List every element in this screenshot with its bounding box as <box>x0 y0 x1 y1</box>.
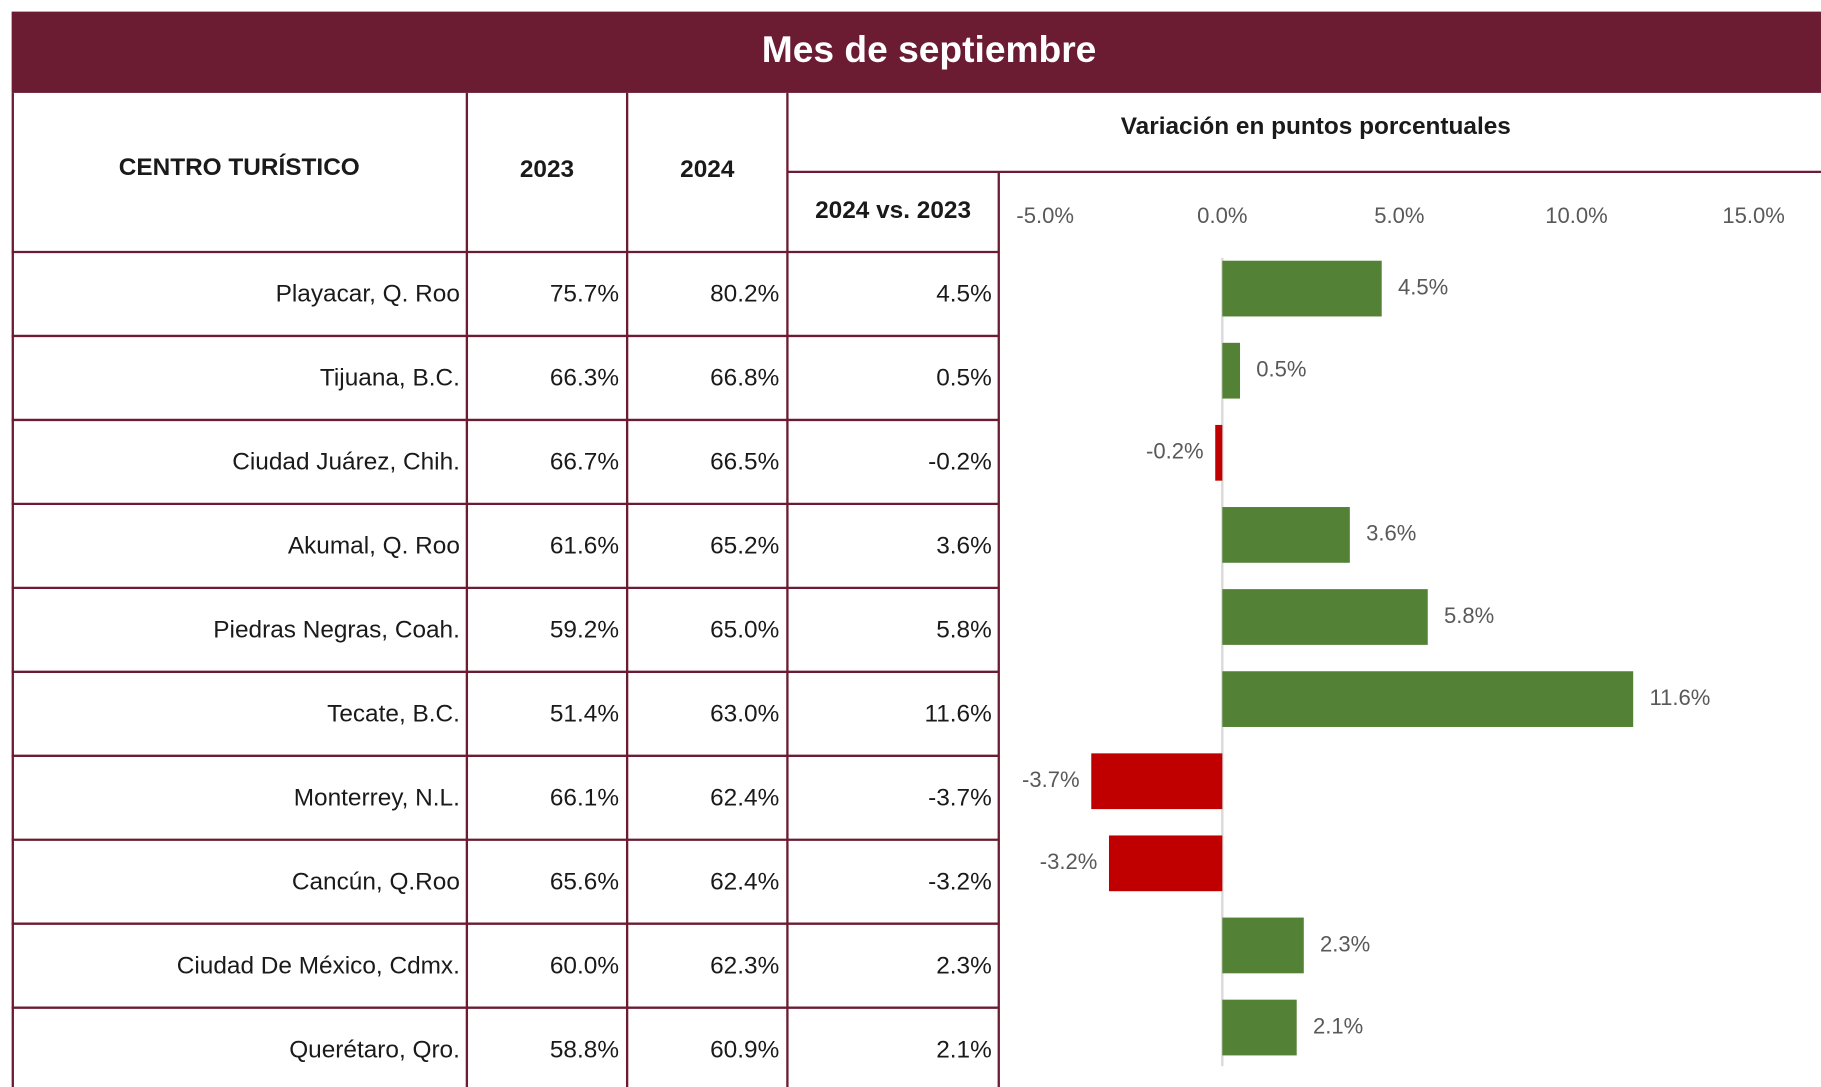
cell: 66.8% <box>710 365 779 392</box>
x-tick-label: -5.0% <box>1016 203 1074 228</box>
cell: 66.5% <box>710 449 779 476</box>
cell: 59.2% <box>550 616 619 643</box>
cell: 51.4% <box>550 700 619 727</box>
cell: 61.6% <box>550 532 619 559</box>
bar <box>1222 917 1304 974</box>
row-label: Ciudad Juárez, Chih. <box>232 449 460 476</box>
row-label: Cancún, Q.Roo <box>292 868 460 895</box>
cell: 3.6% <box>936 532 992 559</box>
row-label: Akumal, Q. Roo <box>288 532 460 559</box>
row-label: Ciudad De México, Cdmx. <box>177 952 460 979</box>
cell: 60.0% <box>550 952 619 979</box>
title: Mes de septiembre <box>762 28 1097 70</box>
bar <box>1222 507 1350 563</box>
value-label: 11.6% <box>1649 685 1710 710</box>
bar <box>1215 424 1223 481</box>
cell: 66.3% <box>550 365 619 392</box>
cell: 60.9% <box>710 1036 779 1063</box>
value-label: 3.6% <box>1366 521 1416 546</box>
cell: 5.8% <box>936 616 992 643</box>
header: 2023 <box>520 156 574 183</box>
header: CENTRO TURÍSTICO <box>119 153 360 181</box>
bar <box>1222 999 1297 1056</box>
value-label: 2.3% <box>1320 931 1370 956</box>
cell: 65.2% <box>710 532 779 559</box>
bar <box>1222 260 1382 317</box>
cell: 62.4% <box>710 868 779 895</box>
cell: 75.7% <box>550 281 619 308</box>
x-tick-label: 10.0% <box>1545 203 1608 228</box>
row-label: Tecate, B.C. <box>327 700 460 727</box>
cell: 65.6% <box>550 868 619 895</box>
bar <box>1222 671 1634 727</box>
cell: 58.8% <box>550 1036 619 1063</box>
cell: 80.2% <box>710 281 779 308</box>
x-tick-label: 5.0% <box>1374 203 1424 228</box>
value-label: 5.8% <box>1444 603 1494 628</box>
row-label: Tijuana, B.C. <box>320 365 460 392</box>
cell: 65.0% <box>710 616 779 643</box>
cell: -3.7% <box>928 784 992 811</box>
bar <box>1108 835 1223 892</box>
value-label: 0.5% <box>1256 357 1306 382</box>
value-label: 2.1% <box>1313 1013 1363 1038</box>
row-label: Piedras Negras, Coah. <box>213 616 460 643</box>
cell: 66.1% <box>550 784 619 811</box>
x-tick-label: 0.0% <box>1197 203 1247 228</box>
cell: 2.1% <box>936 1036 992 1063</box>
cell: 0.5% <box>936 365 992 392</box>
subheader: 2024 vs. 2023 <box>815 197 971 224</box>
title-band <box>11 11 1821 93</box>
cell: -3.2% <box>928 868 992 895</box>
row-label: Monterrey, N.L. <box>294 784 460 811</box>
bar <box>1222 589 1428 645</box>
bar <box>1222 342 1241 399</box>
row-label: Playacar, Q. Roo <box>276 281 460 308</box>
x-tick-label: 15.0% <box>1722 203 1785 228</box>
cell: 62.4% <box>710 784 779 811</box>
cell: 66.7% <box>550 449 619 476</box>
cell: -0.2% <box>928 449 992 476</box>
row-label: Querétaro, Qro. <box>289 1036 460 1063</box>
value-label: -3.2% <box>1040 849 1098 874</box>
cell: 11.6% <box>924 700 991 727</box>
cell: 2.3% <box>936 952 992 979</box>
value-label: -0.2% <box>1146 439 1204 464</box>
header: 2024 <box>680 156 735 183</box>
cell: 4.5% <box>936 281 992 308</box>
cell: 63.0% <box>710 700 779 727</box>
value-label: -3.7% <box>1022 767 1080 792</box>
cell: 62.3% <box>710 952 779 979</box>
group-header: Variación en puntos porcentuales <box>1121 113 1511 140</box>
bar <box>1091 753 1223 810</box>
value-label: 4.5% <box>1398 274 1448 299</box>
